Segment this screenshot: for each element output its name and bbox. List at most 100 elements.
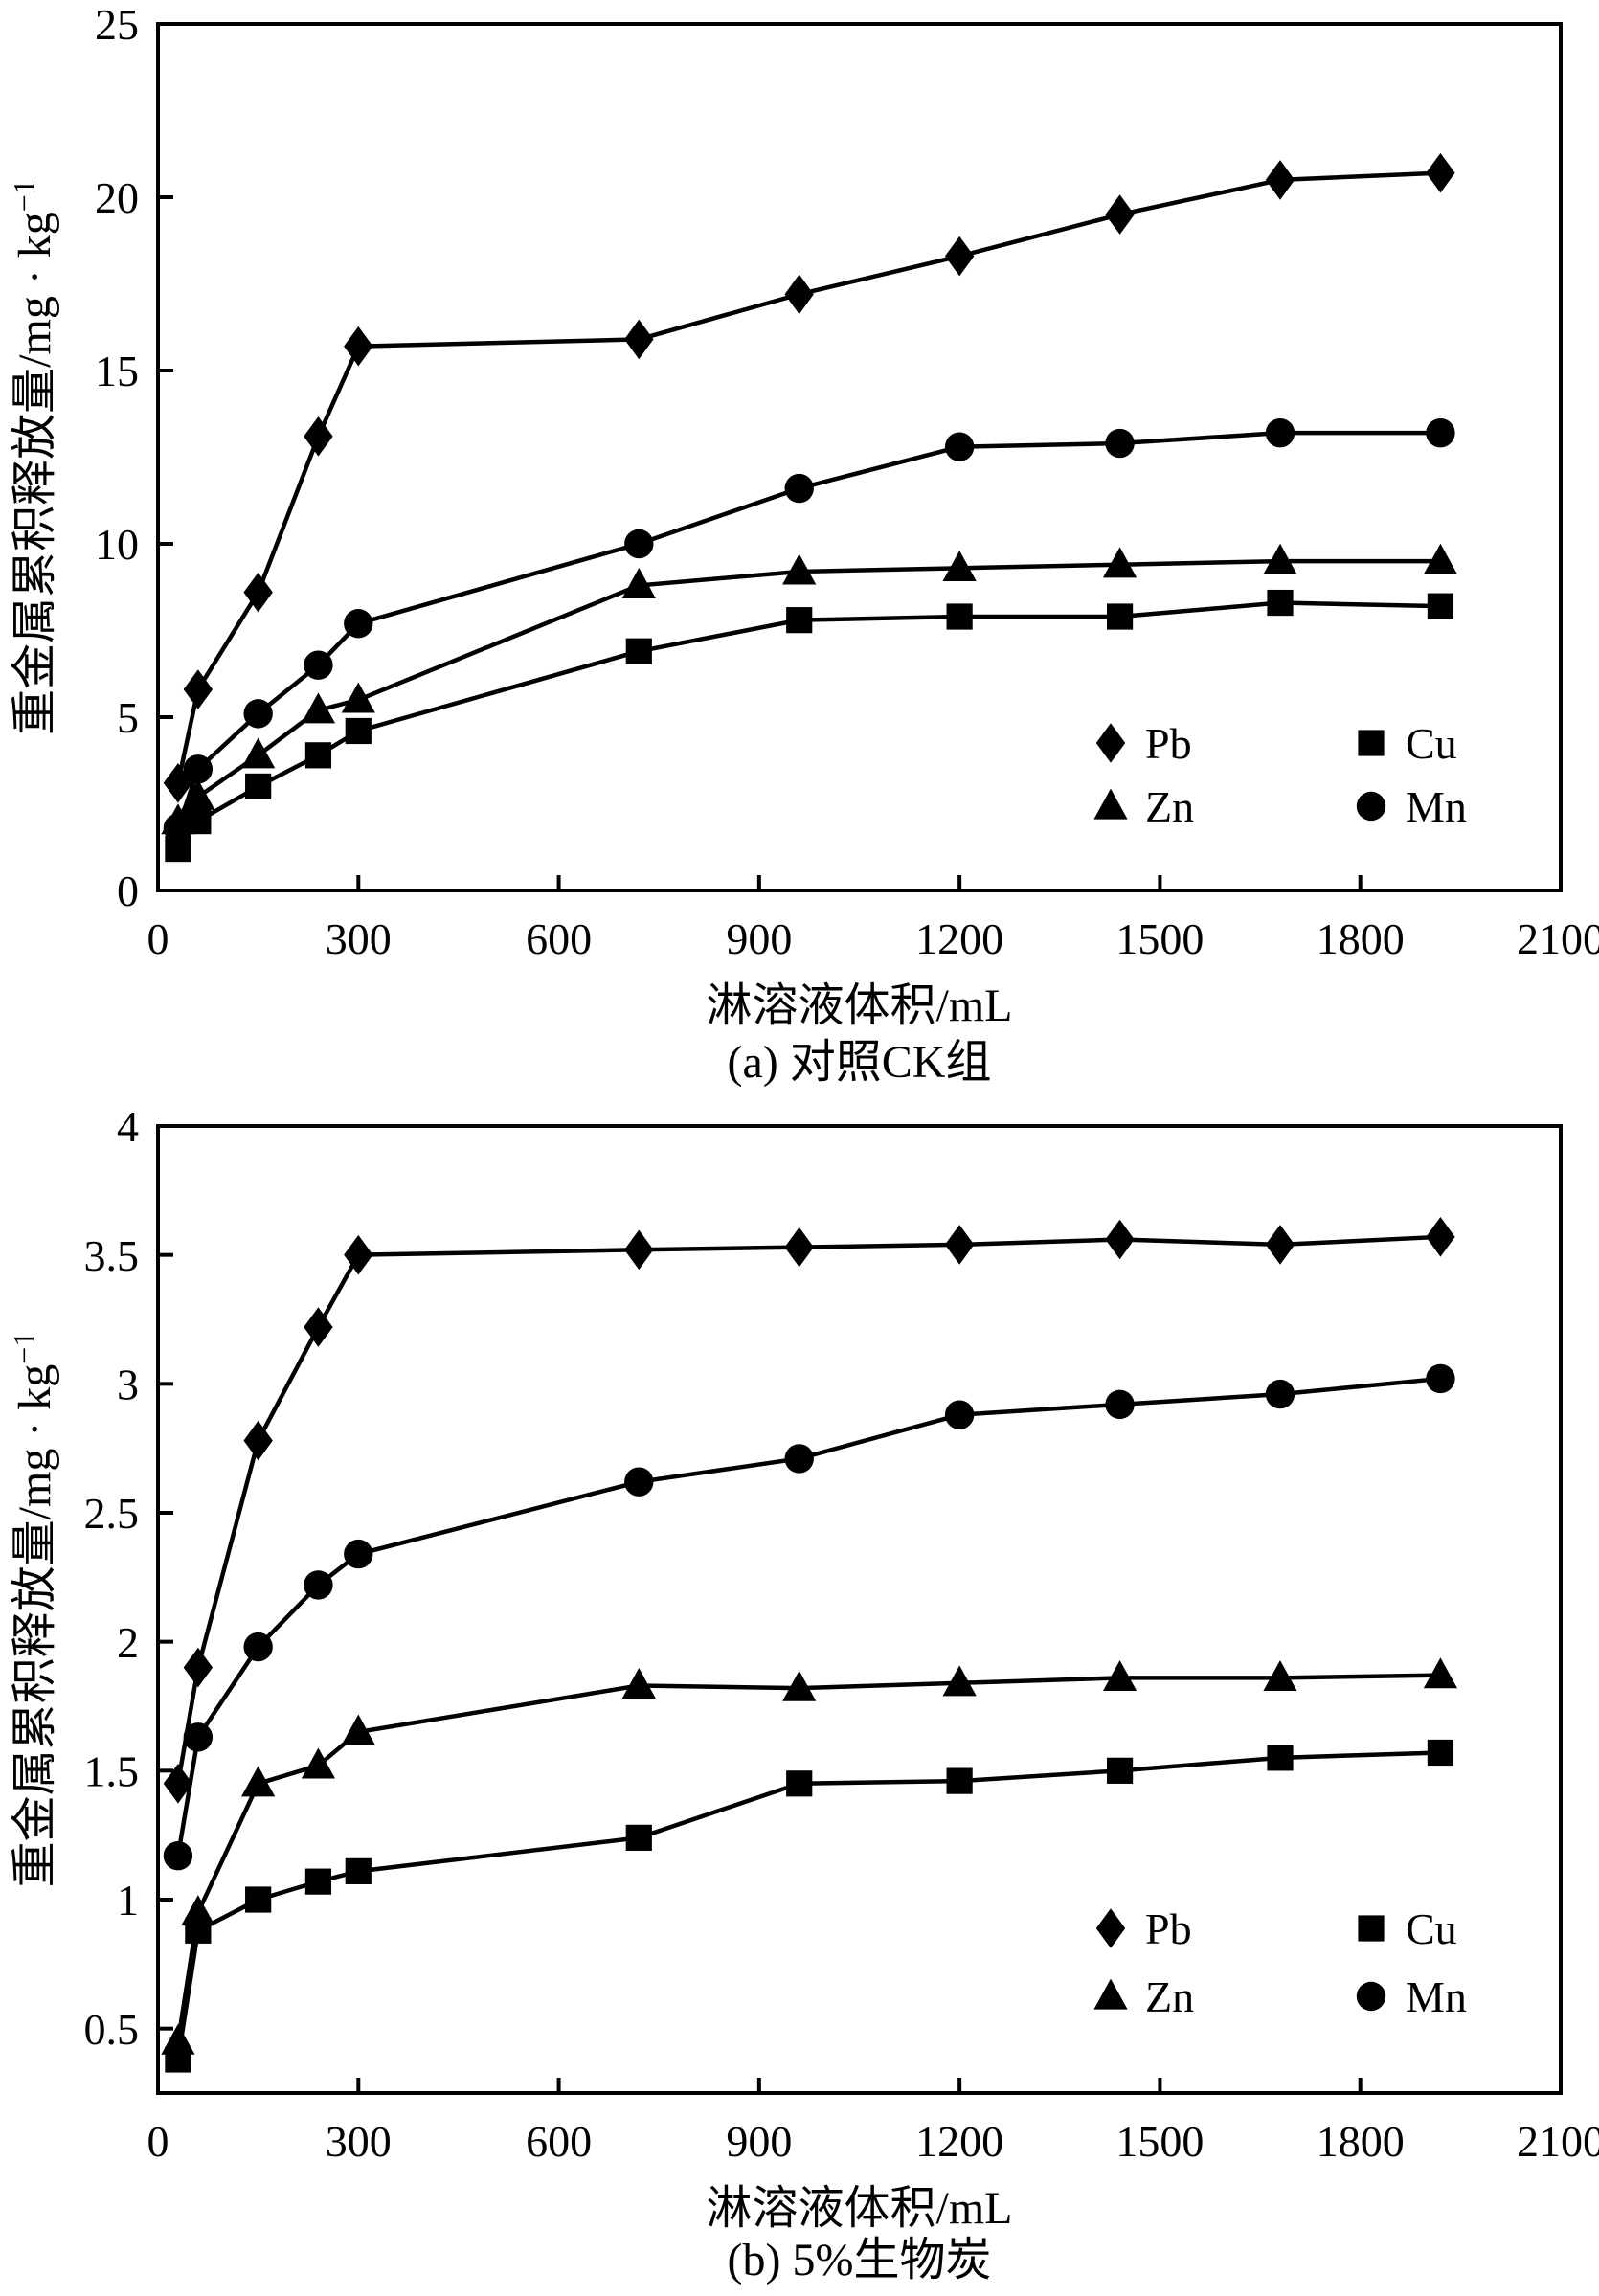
plot-frame <box>156 22 1563 892</box>
y-tick-label: 25 <box>95 0 139 49</box>
chart-b-caption: (b) 5%生物炭 <box>727 2235 992 2285</box>
series-line-Pb <box>175 1234 1441 1785</box>
series-Zn-triangle-marker <box>942 1665 977 1697</box>
series-Mn-circle-marker <box>1426 417 1455 448</box>
series-Mn-circle-marker <box>624 529 654 559</box>
y-tick-label: 3.5 <box>84 1231 140 1280</box>
plot-frame <box>156 1124 1563 2095</box>
legend-label-Zn: Zn <box>1145 782 1194 831</box>
series-Mn-circle-marker <box>1265 1379 1295 1409</box>
series-Cu-square-marker <box>304 742 332 769</box>
series-Zn-triangle-marker <box>621 1668 656 1699</box>
series-Mn-circle-marker <box>784 473 814 504</box>
series-Mn-circle-marker <box>624 1467 654 1497</box>
series-Cu-square-marker <box>946 1767 973 1794</box>
x-tick-label: 0 <box>147 914 169 963</box>
y-tick-label: 10 <box>95 520 139 569</box>
series-Zn-triangle-marker <box>1263 1659 1297 1691</box>
legend-Mn-circle-marker <box>1356 791 1386 822</box>
y-tick-label: 0 <box>117 867 139 915</box>
legend-Pb-diamond-marker <box>1095 1908 1126 1948</box>
series-Mn-circle-marker <box>344 1539 373 1569</box>
series-Pb-diamond-marker <box>1265 1225 1295 1265</box>
series-Zn-triangle-marker <box>1102 1659 1137 1691</box>
series-Cu-square-marker <box>1427 1739 1454 1767</box>
series-Mn-circle-marker <box>944 1400 975 1429</box>
series-Cu-square-marker <box>625 638 652 664</box>
series-Cu-square-marker <box>345 717 372 745</box>
legend-Mn-circle-marker <box>1356 1981 1386 2012</box>
series-Zn-triangle-marker <box>301 1747 336 1779</box>
series-Pb-diamond-marker <box>1426 152 1455 193</box>
y-tick-label: 0.5 <box>84 2005 140 2054</box>
series-Zn-triangle-marker <box>181 1895 215 1926</box>
series-Pb-diamond-marker <box>784 1227 814 1268</box>
y-tick-label: 15 <box>95 347 139 395</box>
series-Zn-triangle-marker <box>341 1714 375 1745</box>
y-tick-label: 4 <box>117 1102 139 1151</box>
series-Zn-triangle-marker <box>1102 547 1137 578</box>
x-axis-label: 淋溶液体积/mL <box>707 2183 1013 2232</box>
series-Zn-triangle-marker <box>241 737 276 769</box>
legend-label-Mn: Mn <box>1406 782 1467 831</box>
series-Pb-diamond-marker <box>944 1225 975 1265</box>
series-Mn-circle-marker <box>183 754 214 784</box>
series-Pb-diamond-marker <box>624 1229 654 1271</box>
legend-Zn-triangle-marker <box>1093 788 1128 820</box>
series-Pb-diamond-marker <box>243 1420 273 1461</box>
series-Zn-triangle-marker <box>621 568 656 599</box>
legend-label-Pb: Pb <box>1145 719 1192 768</box>
x-tick-label: 1800 <box>1317 914 1405 963</box>
chart-a: 0 300 600 900 1200 1500 1800 2100 0 5 10 15 20 25 淋溶液体… <box>0 0 1599 1097</box>
series-Mn-circle-marker <box>784 1444 814 1474</box>
x-tick-label: 1500 <box>1115 2117 1204 2166</box>
series-Zn-triangle-marker <box>241 1766 276 1797</box>
y-tick-label: 2 <box>117 1618 139 1667</box>
series-Zn-triangle-marker <box>301 692 336 724</box>
series-Zn-triangle-marker <box>782 553 817 585</box>
series-Zn-triangle-marker <box>181 778 215 810</box>
series-Mn-circle-marker <box>183 1722 214 1752</box>
y-axis-label: 重金属累积释放量/mg · kg−1 <box>7 179 60 735</box>
series-line-Zn <box>176 558 1441 823</box>
x-tick-label: 300 <box>326 2117 392 2166</box>
series-Pb-diamond-marker <box>1426 1217 1455 1257</box>
series-Zn-triangle-marker <box>1423 1657 1458 1689</box>
x-tick-label: 900 <box>726 2117 792 2166</box>
series-Zn-triangle-marker <box>1263 543 1297 574</box>
series-Cu-square-marker <box>1267 589 1294 617</box>
series-Mn-circle-marker <box>344 609 373 639</box>
legend-Cu-square-marker <box>1358 730 1385 756</box>
series-Mn-circle-marker <box>163 813 193 844</box>
series-Zn-triangle-marker <box>341 682 375 713</box>
series-Pb-diamond-marker <box>944 236 975 277</box>
chart-b-plot: 0 300 600 900 1200 1500 1800 2100 0.5 1 1.5 2 2.5 3 3.… <box>7 1102 1599 2232</box>
x-tick-label: 300 <box>326 914 392 963</box>
legend-label-Cu: Cu <box>1406 1904 1457 1953</box>
x-tick-label: 0 <box>147 2117 169 2166</box>
series-Mn-circle-marker <box>1105 1389 1135 1420</box>
series-Pb-diamond-marker <box>624 319 654 360</box>
legend-label-Pb: Pb <box>1145 1904 1192 1953</box>
series-Zn-triangle-marker <box>1423 543 1458 574</box>
legend-Zn-triangle-marker <box>1093 1978 1128 2010</box>
y-tick-label: 1.5 <box>84 1746 140 1795</box>
series-Mn-circle-marker <box>304 650 333 680</box>
series-Pb-diamond-marker <box>183 669 214 709</box>
series-Cu-square-marker <box>345 1857 372 1884</box>
series-Pb-diamond-marker <box>304 416 333 457</box>
series-Mn-circle-marker <box>304 1570 333 1600</box>
y-tick-label: 2.5 <box>84 1489 140 1538</box>
series-Pb-diamond-marker <box>243 572 273 613</box>
series-Zn-triangle-marker <box>942 550 977 581</box>
chart-a-plot: 0 300 600 900 1200 1500 1800 2100 0 5 10 15 20 25 淋溶液体… <box>7 0 1599 1031</box>
series-Pb-diamond-marker <box>304 1307 333 1347</box>
series-Cu-square-marker <box>245 773 272 799</box>
series-Mn-circle-marker <box>944 432 975 461</box>
series-Mn-circle-marker <box>243 699 273 729</box>
series-Cu-square-marker <box>1267 1745 1294 1771</box>
series-Pb-diamond-marker <box>1265 160 1295 200</box>
legend-label-Mn: Mn <box>1406 1972 1467 2021</box>
legend-Cu-square-marker <box>1358 1915 1385 1942</box>
